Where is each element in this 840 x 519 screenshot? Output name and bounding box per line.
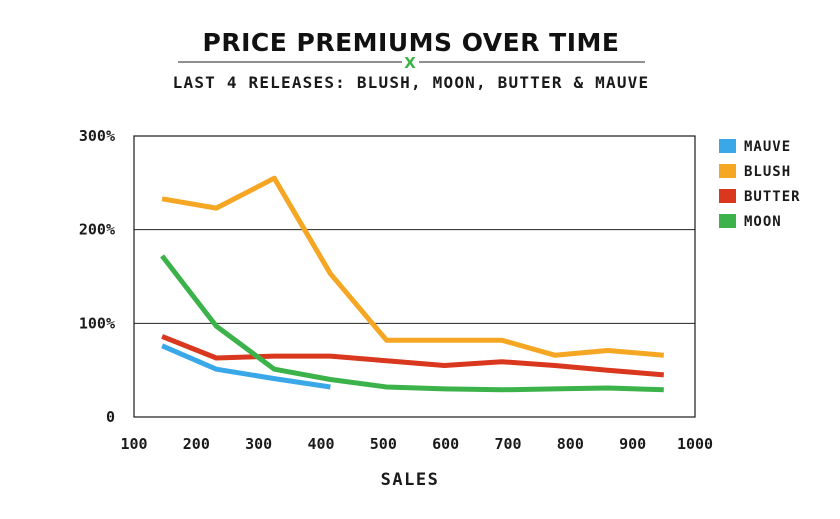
x-tick-label: 700 — [494, 435, 521, 453]
x-tick-label: 300 — [245, 435, 272, 453]
legend-swatch-butter — [719, 189, 736, 203]
x-axis-label: SALES — [381, 470, 440, 490]
x-tick-label: 600 — [432, 435, 459, 453]
x-tick-label: 200 — [183, 435, 210, 453]
x-tick-label: 400 — [307, 435, 334, 453]
series-line-mauve — [161, 343, 331, 390]
x-tick-label: 900 — [619, 435, 646, 453]
x-tick-labels: 100 200 300 400 500 600 700 800 900 1000 — [120, 435, 713, 453]
x-tick-label: 1000 — [677, 435, 713, 453]
legend-swatch-mauve — [719, 139, 736, 153]
series-line-moon — [160, 254, 664, 393]
y-tick-label: 200% — [79, 221, 115, 239]
y-tick-label: 100% — [79, 314, 115, 332]
y-tick-label: 300% — [79, 127, 115, 145]
y-tick-labels: 0 100% 200% 300% — [79, 127, 115, 426]
legend-label-blush: BLUSH — [744, 164, 791, 180]
legend-swatch-blush — [719, 164, 736, 178]
x-tick-label: 100 — [120, 435, 147, 453]
series-line-butter — [161, 334, 665, 378]
plot-frame — [133, 135, 696, 418]
x-tick-label: 500 — [370, 435, 397, 453]
y-tick-label: 0 — [106, 408, 115, 426]
series-line-blush — [161, 175, 665, 358]
brand-x-mark: X — [404, 54, 416, 72]
legend-label-mauve: MAUVE — [744, 139, 791, 155]
chart-title: PRICE PREMIUMS OVER TIME — [203, 28, 620, 57]
x-tick-label: 800 — [557, 435, 584, 453]
legend-label-butter: BUTTER — [744, 189, 801, 205]
grid-layer — [134, 229, 695, 324]
chart-subtitle: LAST 4 RELEASES: BLUSH, MOON, BUTTER & M… — [173, 73, 650, 92]
legend-label-moon: MOON — [744, 214, 782, 230]
legend: MAUVE BLUSH BUTTER MOON — [719, 139, 801, 230]
series-layer — [160, 175, 665, 393]
legend-swatch-moon — [719, 214, 736, 228]
